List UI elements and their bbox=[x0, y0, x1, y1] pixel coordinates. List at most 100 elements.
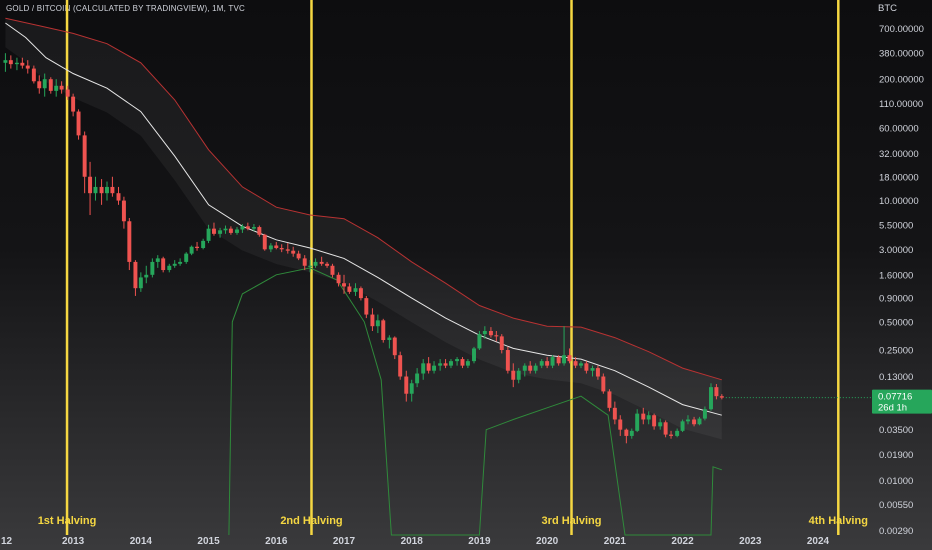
candle bbox=[438, 359, 443, 371]
candle bbox=[618, 415, 623, 436]
candle bbox=[409, 379, 414, 402]
bollinger-band-fill bbox=[5, 18, 722, 440]
candle bbox=[336, 272, 341, 287]
price-tick-label: 200.00000 bbox=[879, 75, 924, 86]
candle-body bbox=[375, 320, 380, 327]
candle-body bbox=[511, 370, 516, 380]
candle-body bbox=[443, 363, 448, 366]
halving-label-1: 1st Halving bbox=[38, 515, 97, 527]
candle bbox=[201, 238, 206, 250]
candle bbox=[8, 55, 13, 69]
candle-body bbox=[387, 337, 392, 341]
candle-body bbox=[302, 258, 307, 266]
candle bbox=[392, 336, 397, 360]
candle-body bbox=[262, 234, 267, 250]
candle-body bbox=[347, 286, 352, 292]
price-axis-unit: BTC bbox=[878, 3, 897, 14]
candle bbox=[556, 355, 561, 366]
candle bbox=[133, 260, 138, 296]
candle bbox=[279, 244, 284, 253]
candle-body bbox=[20, 62, 25, 66]
candle-body bbox=[624, 429, 629, 436]
candle-body bbox=[697, 418, 702, 425]
candle bbox=[308, 260, 313, 273]
candle bbox=[251, 224, 256, 232]
candle-body bbox=[218, 230, 223, 234]
candle-body bbox=[291, 250, 296, 254]
candle-body bbox=[714, 387, 719, 397]
candle bbox=[88, 161, 93, 216]
candle bbox=[505, 346, 510, 374]
candle-body bbox=[99, 186, 104, 194]
candle-body bbox=[228, 228, 233, 233]
price-tick-label: 0.00290 bbox=[879, 526, 913, 537]
candle bbox=[274, 241, 279, 250]
candle-body bbox=[223, 228, 228, 231]
time-axis[interactable]: 12 2013 2014 2015 2016 2017 2018 2019 2020 2021 20… bbox=[1, 536, 830, 547]
candle bbox=[652, 413, 657, 430]
candle-body bbox=[65, 89, 70, 97]
candle-body bbox=[692, 419, 697, 425]
candle bbox=[127, 218, 132, 271]
price-tick-label: 0.13000 bbox=[879, 372, 913, 383]
candle bbox=[421, 359, 426, 380]
candle-body bbox=[465, 361, 470, 366]
candle bbox=[573, 357, 578, 369]
price-axis[interactable]: BTC 700.00000 380.00000 200.00000 110.00000 6… bbox=[878, 3, 924, 537]
candle-body bbox=[595, 368, 600, 377]
candle-body bbox=[567, 355, 572, 362]
candle bbox=[635, 409, 640, 433]
price-tick-label: 18.00000 bbox=[879, 172, 919, 183]
candle bbox=[482, 326, 487, 339]
candle-body bbox=[658, 422, 663, 427]
candle bbox=[184, 252, 189, 264]
candle-body bbox=[641, 413, 646, 420]
candle bbox=[138, 272, 143, 292]
candle bbox=[296, 250, 301, 261]
candle-body bbox=[93, 186, 98, 194]
candle bbox=[545, 357, 550, 369]
candle bbox=[432, 361, 437, 374]
candle bbox=[516, 368, 521, 384]
candle-body bbox=[144, 274, 149, 278]
candle bbox=[99, 179, 104, 205]
candle bbox=[155, 255, 160, 268]
last-price-label: 0.07716 bbox=[878, 392, 912, 403]
candle bbox=[313, 258, 318, 268]
candle bbox=[607, 389, 612, 412]
candle-body bbox=[573, 361, 578, 366]
candle bbox=[302, 255, 307, 271]
candle-body bbox=[48, 79, 53, 91]
candle-body bbox=[268, 245, 273, 250]
candle-body bbox=[415, 373, 420, 384]
time-tick-label: 2014 bbox=[130, 536, 153, 547]
price-tick-label: 380.00000 bbox=[879, 49, 924, 60]
candle-body bbox=[245, 226, 250, 229]
candle-body bbox=[110, 186, 115, 194]
candle bbox=[387, 335, 392, 349]
price-tick-label: 0.50000 bbox=[879, 317, 913, 328]
band-fill-area bbox=[5, 18, 722, 440]
last-price-box bbox=[872, 389, 932, 414]
candle-body bbox=[25, 65, 30, 69]
candle-body bbox=[235, 229, 239, 233]
candle-body bbox=[494, 335, 499, 337]
time-tick-label: 2019 bbox=[468, 536, 491, 547]
candle bbox=[443, 359, 448, 369]
candle-body bbox=[663, 422, 668, 435]
candle bbox=[161, 256, 166, 273]
candle-body bbox=[195, 246, 200, 249]
candle bbox=[375, 314, 380, 334]
candle bbox=[48, 77, 53, 94]
candle-body bbox=[449, 361, 453, 366]
candle bbox=[206, 224, 211, 244]
candle bbox=[218, 227, 223, 238]
candle-body bbox=[702, 409, 707, 419]
candle bbox=[150, 258, 155, 278]
halving-label-3: 3rd Halving bbox=[542, 515, 602, 527]
candle-body bbox=[426, 363, 431, 371]
candle-body bbox=[381, 320, 386, 341]
candle-body bbox=[505, 350, 510, 371]
halving-lines bbox=[65, 0, 840, 535]
